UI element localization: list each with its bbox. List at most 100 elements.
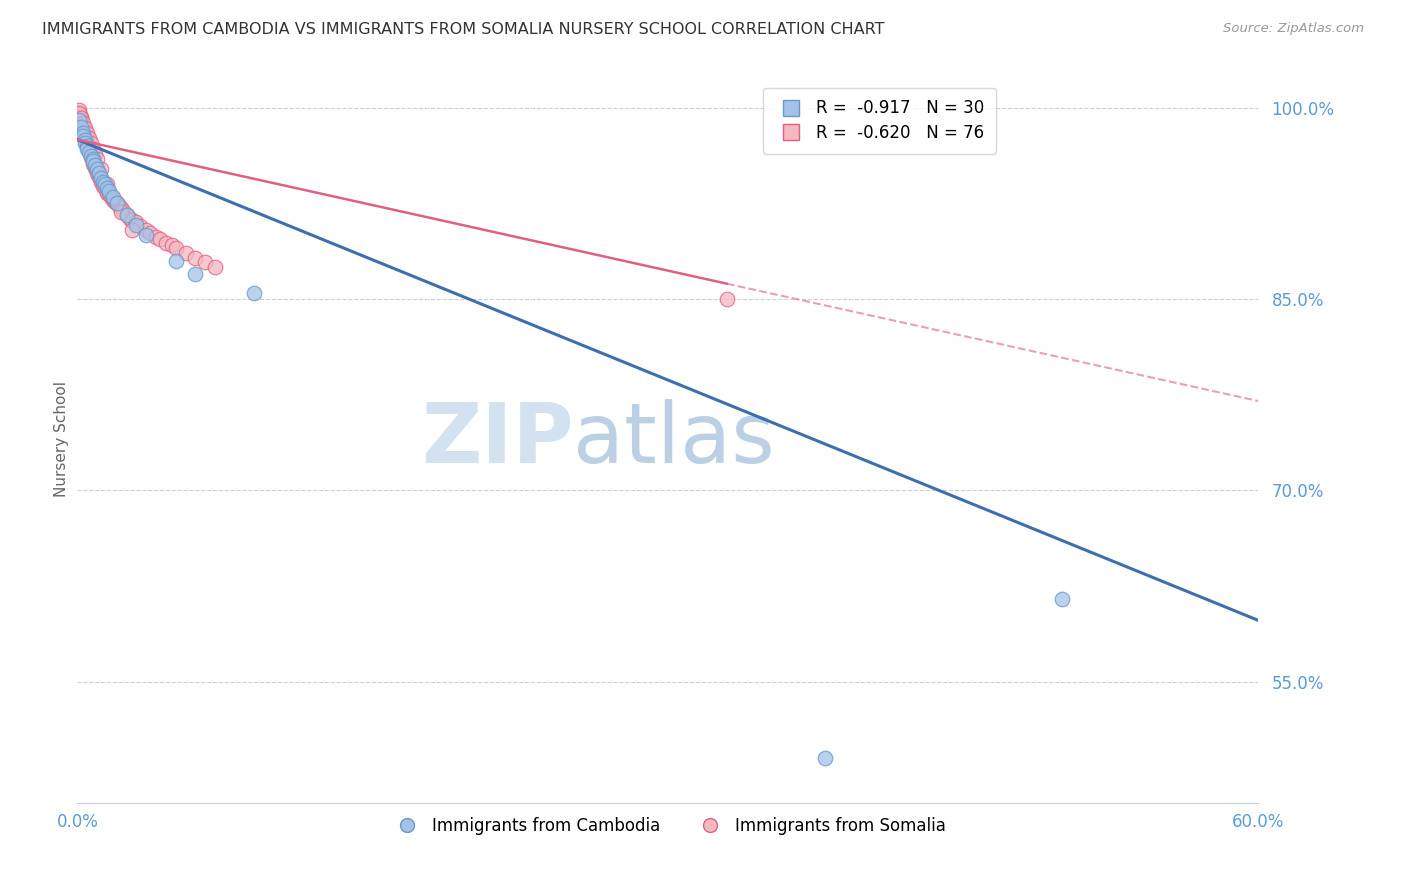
Point (184, 251, 207, 265)
Point (139, 226, 162, 240)
Point (115, 208, 138, 222)
Point (155, 235, 177, 250)
Point (82, 154, 104, 169)
Point (72, 128, 94, 143)
Point (90, 161, 112, 176)
Point (84, 146, 107, 161)
Point (84, 158, 107, 172)
Point (77, 139, 100, 153)
Legend: Immigrants from Cambodia, Immigrants from Somalia: Immigrants from Cambodia, Immigrants fro… (384, 811, 952, 842)
Point (72, 119, 94, 133)
Point (67, 105, 90, 120)
Point (814, 751, 837, 765)
Point (94, 181, 117, 195)
Point (75, 121, 97, 136)
Point (80, 149, 103, 163)
Y-axis label: Nursery School: Nursery School (53, 381, 69, 498)
Point (77, 145, 100, 160)
Point (97, 184, 120, 198)
Text: Source: ZipAtlas.com: Source: ZipAtlas.com (1223, 22, 1364, 36)
Point (70, 113, 93, 128)
Point (125, 218, 148, 232)
Point (76, 141, 98, 155)
Point (80, 151, 103, 165)
Point (82, 154, 104, 169)
Text: atlas: atlas (574, 399, 775, 480)
Point (194, 255, 217, 269)
Point (165, 241, 187, 255)
Point (72, 123, 94, 137)
Point (174, 246, 197, 260)
Point (80, 136, 103, 151)
Point (90, 170, 112, 185)
Point (80, 148, 103, 162)
Point (94, 178, 117, 192)
Point (110, 202, 132, 216)
Point (70, 120, 93, 134)
Point (121, 213, 143, 227)
Point (70, 110, 93, 124)
Point (67, 107, 90, 121)
Point (96, 178, 118, 192)
Point (96, 186, 118, 201)
Point (84, 158, 107, 172)
Point (90, 175, 112, 189)
Point (149, 232, 172, 246)
Point (87, 166, 110, 180)
Point (91, 176, 114, 190)
Point (91, 178, 114, 193)
Point (76, 132, 98, 146)
Point (184, 267, 207, 281)
Point (110, 205, 132, 219)
Point (75, 126, 97, 140)
Text: ZIP: ZIP (420, 399, 574, 480)
Point (104, 195, 127, 210)
Point (77, 141, 100, 155)
Point (82, 157, 104, 171)
Point (75, 136, 97, 151)
Point (72, 116, 94, 130)
Point (160, 238, 183, 252)
Point (82, 152, 104, 166)
Point (86, 163, 108, 178)
Point (91, 175, 114, 189)
Point (87, 167, 110, 181)
Point (125, 215, 148, 229)
Point (100, 190, 122, 204)
Point (76, 137, 98, 152)
Point (135, 223, 157, 237)
Point (76, 139, 98, 153)
Point (75, 128, 97, 143)
Point (86, 166, 108, 180)
Point (129, 219, 152, 234)
Point (101, 191, 124, 205)
Point (135, 228, 157, 243)
Point (1050, 591, 1073, 606)
Point (145, 229, 167, 244)
Point (121, 223, 143, 237)
Point (72, 121, 94, 136)
Point (86, 161, 108, 176)
Point (204, 260, 226, 274)
Point (115, 208, 138, 222)
Point (75, 131, 97, 145)
Point (120, 211, 142, 226)
Point (165, 253, 187, 268)
Point (96, 181, 118, 195)
Point (87, 169, 110, 184)
Point (105, 196, 128, 211)
Point (96, 184, 118, 198)
Point (97, 187, 120, 202)
Point (716, 292, 738, 306)
Point (76, 126, 98, 140)
Point (76, 135, 98, 149)
Point (243, 285, 266, 300)
Point (72, 126, 94, 140)
Point (82, 141, 104, 155)
Point (107, 199, 129, 213)
Point (84, 161, 107, 175)
Point (111, 204, 134, 219)
Point (77, 131, 100, 145)
Text: IMMIGRANTS FROM CAMBODIA VS IMMIGRANTS FROM SOMALIA NURSERY SCHOOL CORRELATION C: IMMIGRANTS FROM CAMBODIA VS IMMIGRANTS F… (42, 22, 884, 37)
Point (105, 196, 128, 211)
